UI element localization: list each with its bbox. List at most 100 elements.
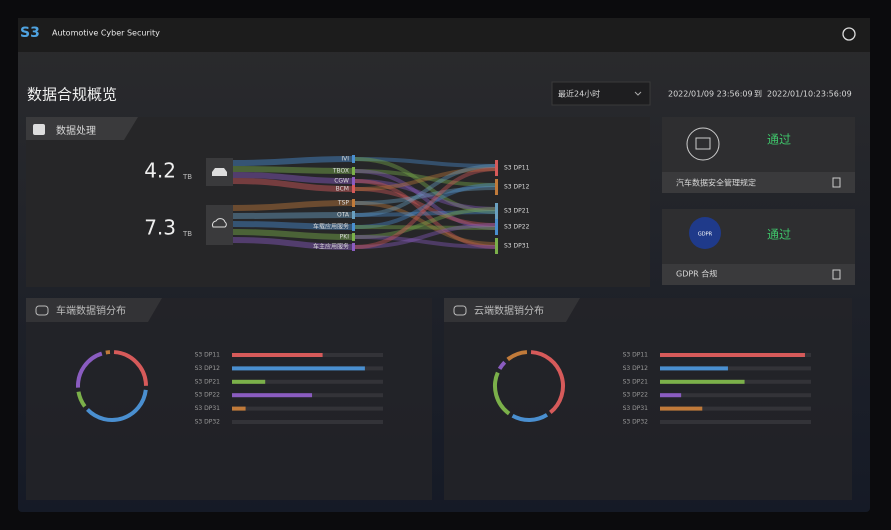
- target-label: S3 DP11: [504, 165, 530, 172]
- node-label: IVI: [341, 156, 349, 163]
- flow: [354, 164, 498, 217]
- target-label: S3 DP31: [504, 243, 530, 250]
- target-bar: [495, 238, 498, 254]
- node-bar: [352, 185, 355, 193]
- bar: [660, 353, 805, 357]
- node-label: 车主应用服务: [313, 243, 349, 251]
- source-value: 4.2: [144, 159, 176, 183]
- donut-segment: [76, 391, 87, 408]
- source-unit: TB: [182, 230, 192, 238]
- law-icon-doc: [695, 137, 711, 150]
- donut-segment: [86, 389, 148, 422]
- node-label: TBOX: [332, 168, 349, 175]
- donut-segment: [506, 350, 528, 362]
- bar-label: S3 DP22: [195, 392, 221, 399]
- bar: [232, 366, 365, 371]
- node-bar: [352, 211, 355, 219]
- flow: [354, 157, 498, 214]
- bar-label: S3 DP21: [195, 378, 221, 385]
- donut-segment: [530, 350, 565, 415]
- bar-label: S3 DP31: [623, 405, 649, 412]
- cloud-icon: [211, 218, 227, 228]
- flow: [354, 187, 498, 227]
- bar-label: S3 DP11: [195, 352, 221, 359]
- flow: [232, 166, 353, 174]
- law-icon: [686, 127, 720, 161]
- bar-track: [232, 406, 383, 411]
- doc-icon[interactable]: [832, 269, 841, 280]
- target-bar: [495, 179, 498, 195]
- panel-tab: [26, 117, 138, 140]
- date-from: 2022/01/09 23:56:09: [668, 90, 753, 99]
- bar-track: [660, 420, 811, 424]
- flow: [232, 200, 353, 211]
- page-title: 数据合规概览: [27, 86, 117, 104]
- flow: [354, 157, 498, 168]
- bar: [232, 379, 266, 384]
- car-icon: [212, 168, 227, 176]
- node-bar: [352, 223, 355, 231]
- bar-label: S3 DP31: [195, 405, 221, 412]
- bar-label: S3 DP22: [623, 392, 649, 399]
- bar-label: S3 DP12: [195, 365, 221, 372]
- logo: S3: [20, 25, 40, 41]
- bar-label: S3 DP32: [623, 419, 649, 426]
- bar: [232, 393, 313, 398]
- flow: [354, 167, 498, 191]
- donut-segment: [511, 413, 549, 422]
- flow: [354, 169, 498, 187]
- flow: [354, 223, 498, 249]
- bar-label: S3 DP12: [623, 365, 649, 372]
- bar-label: S3 DP21: [623, 378, 649, 385]
- range-select[interactable]: [551, 81, 651, 106]
- rule-name: 汽车数据安全管理规定: [676, 178, 756, 188]
- bar-track: [660, 366, 811, 371]
- bar: [232, 353, 323, 357]
- bar-track: [660, 393, 811, 398]
- node-bar: [352, 167, 355, 175]
- flow: [354, 210, 498, 217]
- panel-title: 车端数据销分布: [56, 304, 126, 317]
- flow: [354, 186, 498, 205]
- bar-track: [232, 379, 383, 384]
- processing-panel: [26, 117, 650, 287]
- node-bar: [352, 233, 355, 241]
- card-footer: [662, 264, 855, 285]
- flow: [232, 212, 353, 219]
- bar: [660, 393, 682, 398]
- donut-segment: [497, 360, 507, 370]
- node-bar: [352, 177, 355, 185]
- doc-icon[interactable]: [832, 177, 841, 188]
- flow: [354, 207, 498, 239]
- user-icon[interactable]: [842, 27, 856, 41]
- product-name: Automotive Cyber Security: [52, 29, 160, 38]
- panel-icon: [453, 305, 467, 316]
- flow: [232, 229, 353, 240]
- panel-tab: [26, 298, 162, 322]
- flow: [354, 201, 498, 246]
- flow: [354, 167, 498, 249]
- donut-segment: [76, 351, 103, 388]
- flow: [354, 179, 498, 211]
- gdpr-badge-text: GDPR: [698, 232, 713, 238]
- node-label: CGW: [334, 178, 349, 185]
- bar-track: [660, 406, 811, 411]
- node-label: OTA: [337, 212, 350, 219]
- flow: [354, 225, 498, 230]
- node-bar: [352, 155, 355, 163]
- flow: [354, 169, 498, 230]
- flow: [232, 221, 353, 230]
- processing-title: 数据处理: [56, 124, 96, 137]
- top-bar: [18, 18, 870, 52]
- donut-segment: [113, 350, 148, 386]
- status: 通过: [767, 133, 791, 147]
- distribution-panel: [444, 298, 852, 500]
- card-footer: [662, 172, 855, 193]
- bar: [232, 406, 246, 411]
- panel-title: 云端数据销分布: [474, 304, 544, 317]
- flow: [354, 179, 498, 249]
- donut-segment: [493, 371, 511, 416]
- target-label: S3 DP22: [504, 224, 530, 231]
- panel-icon: [35, 305, 49, 316]
